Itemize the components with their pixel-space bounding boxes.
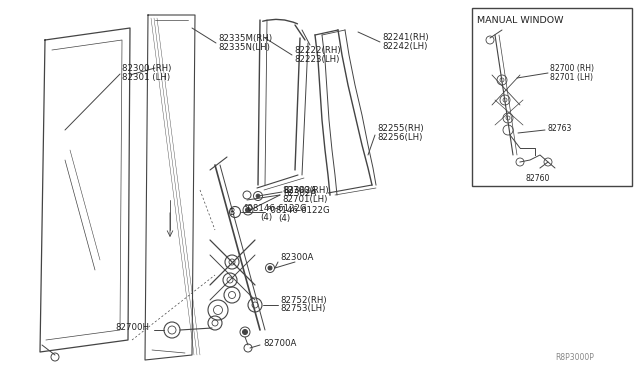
Bar bbox=[472, 8, 632, 186]
Text: R8P3000P: R8P3000P bbox=[555, 353, 594, 362]
Text: 82700A: 82700A bbox=[263, 340, 296, 349]
Text: 82701 (LH): 82701 (LH) bbox=[550, 73, 593, 81]
Text: 82752(RH): 82752(RH) bbox=[280, 295, 326, 305]
Text: 82256(LH): 82256(LH) bbox=[377, 132, 422, 141]
Circle shape bbox=[246, 208, 250, 212]
Text: 82223(LH): 82223(LH) bbox=[294, 55, 339, 64]
Text: 82300 (RH): 82300 (RH) bbox=[122, 64, 172, 73]
Text: B: B bbox=[229, 208, 235, 217]
Circle shape bbox=[256, 194, 260, 198]
Text: (4): (4) bbox=[260, 212, 272, 221]
Text: 82760: 82760 bbox=[526, 173, 550, 183]
Text: 82300A: 82300A bbox=[280, 253, 314, 263]
Text: MANUAL WINDOW: MANUAL WINDOW bbox=[477, 16, 563, 25]
Text: 82701(LH): 82701(LH) bbox=[282, 195, 328, 203]
Text: 82335M(RH): 82335M(RH) bbox=[218, 33, 272, 42]
Text: 82302A: 82302A bbox=[283, 186, 316, 195]
Text: 82335N(LH): 82335N(LH) bbox=[218, 42, 270, 51]
Text: 82302A: 82302A bbox=[283, 189, 316, 198]
Text: 82222(RH): 82222(RH) bbox=[294, 45, 340, 55]
Text: °08146-6122G: °08146-6122G bbox=[243, 203, 307, 212]
Circle shape bbox=[243, 330, 248, 334]
Text: 82700 (RH): 82700 (RH) bbox=[550, 64, 594, 73]
Text: 82255(RH): 82255(RH) bbox=[377, 124, 424, 132]
Circle shape bbox=[268, 266, 272, 270]
Text: (4): (4) bbox=[278, 214, 290, 222]
Text: °08146-6122G: °08146-6122G bbox=[266, 205, 330, 215]
Text: 82700(RH): 82700(RH) bbox=[282, 186, 328, 195]
Text: 82700H: 82700H bbox=[115, 324, 149, 333]
Text: 82241(RH): 82241(RH) bbox=[382, 32, 429, 42]
Text: 82753(LH): 82753(LH) bbox=[280, 305, 325, 314]
Text: 82763: 82763 bbox=[547, 124, 572, 132]
Text: 82301 (LH): 82301 (LH) bbox=[122, 73, 170, 81]
Text: 82242(LH): 82242(LH) bbox=[382, 42, 428, 51]
